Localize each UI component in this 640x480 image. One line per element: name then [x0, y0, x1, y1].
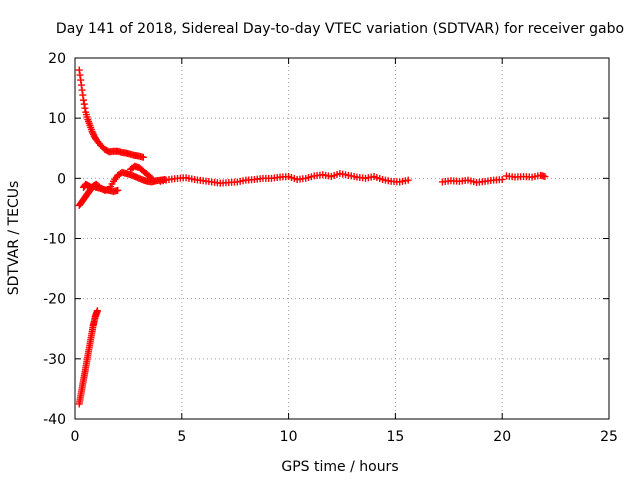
y-tick-label: 10 — [48, 111, 66, 127]
data-point — [146, 173, 154, 181]
data-point — [88, 127, 96, 135]
data-point — [80, 96, 88, 104]
plot-frame — [74, 57, 610, 420]
data-point — [89, 129, 97, 137]
data-point — [541, 173, 549, 181]
x-axis-label: GPS time / hours — [281, 459, 398, 475]
y-tick-label: -40 — [43, 412, 66, 428]
y-tick-label: -20 — [43, 292, 66, 308]
data-point — [139, 153, 147, 161]
data-point — [148, 174, 156, 182]
y-tick-label: 20 — [48, 51, 66, 67]
y-tick-label: -10 — [43, 232, 66, 248]
x-tick-label: 10 — [280, 429, 298, 445]
data-point — [77, 81, 85, 89]
data-point — [80, 100, 88, 108]
data-point — [76, 71, 84, 79]
data-point — [78, 86, 86, 94]
y-tick-label: 0 — [57, 171, 66, 187]
x-tick-label: 5 — [177, 429, 186, 445]
data-point — [498, 176, 506, 184]
y-axis-label: SDTVAR / TECUs — [6, 181, 22, 296]
data-point — [81, 104, 89, 112]
x-tick-label: 25 — [600, 429, 618, 445]
x-tick-label: 15 — [386, 429, 404, 445]
chart-title: Day 141 of 2018, Sidereal Day-to-day VTE… — [56, 21, 624, 37]
x-tick-label: 20 — [493, 429, 511, 445]
x-tick-label: 0 — [71, 429, 80, 445]
y-tick-label: -30 — [43, 352, 66, 368]
data-point — [404, 176, 412, 184]
data-points — [75, 66, 549, 408]
data-point — [93, 307, 101, 315]
data-point — [114, 186, 122, 194]
data-point — [77, 76, 85, 84]
data-point — [79, 91, 87, 99]
data-point — [75, 66, 83, 74]
grid — [75, 58, 609, 419]
axis-ticks: 0 5 10 15 20 25 -40 -30 -20 -10 0 10 20 — [43, 51, 618, 445]
